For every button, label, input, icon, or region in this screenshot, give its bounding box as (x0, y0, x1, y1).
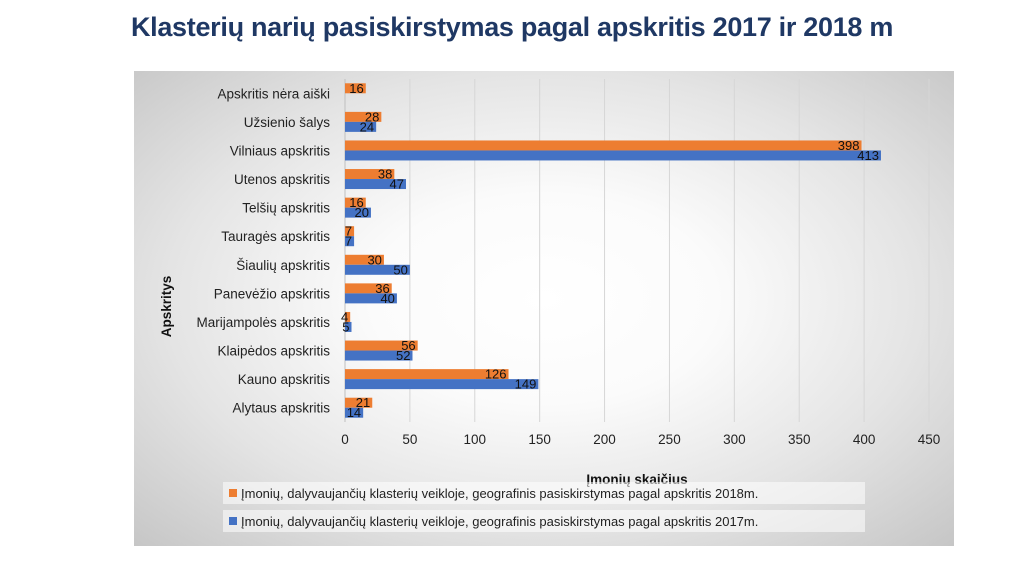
data-label: 413 (857, 148, 879, 163)
bar-2017 (345, 150, 881, 161)
x-tick-label: 0 (341, 432, 349, 447)
gridlines (344, 79, 930, 422)
bar-2018 (345, 111, 382, 122)
legend-entry-bg (223, 510, 865, 532)
data-labels: 1628243984133847162077305036404556521261… (341, 81, 879, 420)
data-label: 21 (356, 395, 370, 410)
category-label: Panevėžio apskritis (214, 286, 331, 301)
x-tick-label: 400 (853, 432, 876, 447)
data-label: 7 (345, 234, 352, 249)
data-label: 16 (349, 195, 363, 210)
bar-2017 (345, 407, 364, 418)
category-label: Vilniaus apskritis (230, 143, 331, 158)
category-label: Apskritis nėra aiški (217, 86, 330, 101)
x-tick-label: 150 (528, 432, 551, 447)
data-label: 36 (375, 281, 389, 296)
category-label: Užsienio šalys (244, 115, 331, 130)
bar-2017 (345, 236, 355, 247)
bar-2018 (345, 140, 862, 151)
bar-2017 (345, 321, 352, 332)
data-label: 4 (341, 309, 348, 324)
category-label: Klaipėdos apskritis (217, 344, 330, 359)
y-axis-title: Apskritys (159, 276, 174, 338)
x-tick-label: 50 (402, 432, 417, 447)
data-label: 38 (378, 167, 392, 182)
bar-2018 (345, 197, 366, 208)
data-label: 24 (360, 119, 374, 134)
x-tick-label: 250 (658, 432, 681, 447)
bar-2018 (345, 254, 384, 265)
data-label: 14 (347, 405, 361, 420)
x-tick-label: 450 (918, 432, 941, 447)
x-tick-label: 200 (593, 432, 616, 447)
category-label: Šiaulių apskritis (236, 258, 330, 273)
data-label: 52 (396, 348, 410, 363)
data-label: 20 (354, 205, 368, 220)
legend-swatch (229, 489, 237, 497)
legend-entry-bg (223, 482, 865, 504)
category-label: Tauragės apskritis (221, 229, 330, 244)
bar-2018 (345, 283, 392, 294)
bar-2017 (345, 207, 371, 218)
data-label: 16 (349, 81, 363, 96)
x-tick-label: 100 (464, 432, 487, 447)
data-label: 7 (345, 224, 352, 239)
x-tick-label: 350 (788, 432, 811, 447)
data-label: 149 (515, 377, 537, 392)
data-label: 40 (380, 291, 394, 306)
bar-2017 (345, 179, 406, 190)
bar-2018 (345, 226, 355, 237)
category-label: Marijampolės apskritis (196, 315, 330, 330)
bar-2018 (345, 311, 351, 322)
bar-2017 (345, 121, 377, 132)
category-label: Utenos apskritis (234, 172, 330, 187)
data-label: 5 (342, 319, 349, 334)
data-label: 28 (365, 109, 379, 124)
x-tick-label: 300 (723, 432, 746, 447)
bar-2018 (345, 83, 366, 94)
bar-2017 (345, 264, 410, 275)
bar-2018 (345, 369, 509, 380)
category-labels: Apskritis nėra aiški Užsienio šalys Vilnia… (196, 86, 330, 415)
slide-title: Klasterių narių pasiskirstymas pagal aps… (130, 12, 894, 42)
data-label: 398 (838, 138, 860, 153)
legend-entry: Įmonių, dalyvaujančių klasterių veikloje… (241, 514, 758, 529)
data-label: 30 (367, 252, 381, 267)
category-label: Alytaus apskritis (232, 401, 330, 416)
bar-2018 (345, 397, 373, 408)
legend-swatch (229, 517, 237, 525)
bar-2017 (345, 379, 539, 390)
x-tick-labels: 0 50 100 150 200 250 300 350 400 450 (341, 432, 940, 447)
bar-2017 (345, 350, 413, 361)
data-label: 47 (390, 177, 404, 192)
bar-chart: Apskritis nėra aiški Užsienio šalys Vilnia… (159, 79, 940, 532)
legend-entry: Įmonių, dalyvaujančių klasterių veikloje… (241, 486, 758, 501)
bar-2018 (345, 340, 418, 351)
data-label: 126 (485, 367, 507, 382)
data-label: 50 (393, 262, 407, 277)
bar-2017 (345, 293, 397, 304)
bar-2018 (345, 169, 395, 180)
category-label: Kauno apskritis (238, 372, 331, 387)
chart-area: Apskritis nėra aiški Užsienio šalys Vilnia… (134, 71, 954, 546)
data-label: 56 (401, 338, 415, 353)
legend: Įmonių, dalyvaujančių klasterių veikloje… (223, 482, 865, 532)
category-label: Telšių apskritis (242, 201, 330, 216)
bars (345, 83, 881, 418)
